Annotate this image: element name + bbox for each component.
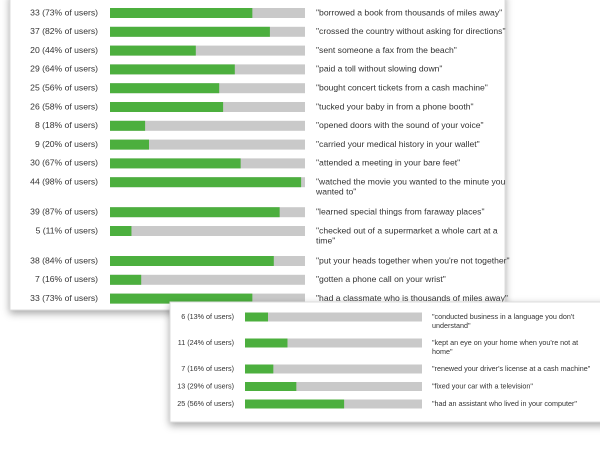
result-row: 33 (73% of users) "had a classmate who is…: [30, 293, 508, 304]
result-row: 5 (11% of users) "checked out of a superm…: [36, 225, 498, 245]
count-label: 9 (20% of users): [35, 139, 98, 149]
count-label: 39 (87% of users): [30, 206, 98, 216]
count-label: 44 (98% of users): [30, 176, 98, 186]
quote: "kept an eye on your home when you're no…: [432, 338, 578, 347]
quote: "conducted business in a language you do…: [432, 312, 574, 321]
quote: time": [316, 235, 335, 245]
count-label: 11 (24% of users): [178, 338, 234, 347]
bar: [110, 256, 274, 266]
count-label: 30 (67% of users): [30, 158, 98, 168]
quote: "renewed your driver's license at a cash…: [432, 364, 591, 373]
count-label: 38 (84% of users): [30, 255, 98, 265]
count-label: 29 (64% of users): [30, 64, 98, 74]
result-row: 7 (16% of users) "renewed your driver's l…: [181, 364, 591, 374]
bar: [245, 312, 269, 322]
quote: wanted to": [315, 186, 356, 196]
quote: understand": [432, 321, 471, 330]
results-panel: 33 (73% of users) "borrowed a book from t…: [9, 0, 510, 311]
bar: [110, 226, 132, 236]
quote: "watched the movie you wanted to the min…: [316, 176, 506, 186]
bar: [110, 274, 142, 285]
quote: "crossed the country without asking for …: [316, 26, 506, 36]
bar-track: [245, 312, 422, 322]
bar: [110, 120, 146, 131]
bar: [245, 382, 297, 391]
bar: [245, 399, 345, 409]
quote: "checked out of a supermarket a whole ca…: [316, 225, 498, 235]
quote: "put your heads together when you're not…: [316, 255, 510, 265]
result-row: 33 (73% of users) "borrowed a book from t…: [30, 7, 502, 18]
results-panel: 6 (13% of users) "conducted business in a…: [169, 301, 600, 423]
result-row: 13 (29% of users) "fixed your car with a …: [177, 381, 533, 391]
quote: "opened doors with the sound of your voi…: [316, 120, 484, 130]
bar-track: [110, 139, 305, 150]
result-row: 38 (84% of users) "put your heads togethe…: [30, 255, 510, 266]
quote: "tucked your baby in from a phone booth": [316, 101, 474, 111]
bar: [110, 102, 224, 112]
quote: "sent someone a fax from the beach": [316, 45, 457, 55]
quote: "bought concert tickets from a cash mach…: [316, 82, 488, 92]
quote: "borrowed a book from thousands of miles…: [316, 7, 502, 17]
count-label: 33 (73% of users): [30, 293, 98, 303]
quote: "attended a meeting in your bare feet": [316, 158, 460, 168]
quote: "learned special things from faraway pla…: [316, 206, 485, 216]
bar: [110, 64, 235, 75]
bar-track: [110, 274, 305, 285]
bar-track: [110, 45, 305, 56]
bar-track: [110, 120, 305, 131]
count-label: 7 (16% of users): [181, 364, 234, 373]
bar-track: [245, 364, 422, 374]
quote: home": [432, 347, 453, 356]
count-label: 33 (73% of users): [30, 7, 98, 17]
count-label: 37 (82% of users): [30, 26, 98, 36]
bar-track: [245, 382, 422, 391]
count-label: 8 (18% of users): [35, 120, 98, 130]
count-label: 25 (56% of users): [30, 82, 98, 92]
result-row: 30 (67% of users) "attended a meeting in …: [30, 158, 460, 169]
count-label: 26 (58% of users): [30, 101, 98, 111]
result-row: 26 (58% of users) "tucked your baby in fr…: [30, 101, 474, 112]
quote: "gotten a phone call on your wrist": [316, 274, 446, 284]
quote: "paid a toll without slowing down": [316, 64, 443, 74]
count-label: 5 (11% of users): [36, 225, 99, 235]
result-row: 44 (98% of users) "watched the movie you …: [30, 176, 505, 196]
count-label: 13 (29% of users): [177, 381, 234, 390]
quote: "had a classmate who is thousands of mil…: [316, 293, 508, 303]
bar: [110, 177, 302, 188]
quote: "fixed your car with a television": [432, 381, 533, 390]
result-row: 25 (56% of users) "had an assistant who l…: [177, 399, 577, 409]
result-row: 25 (56% of users) "bought concert tickets…: [30, 82, 488, 94]
result-row: 11 (24% of users) "kept an eye on your ho…: [178, 338, 578, 356]
count-label: 25 (56% of users): [177, 399, 234, 408]
bar: [110, 26, 270, 37]
result-row: 8 (18% of users) "opened doors with the s…: [35, 120, 484, 131]
result-row: 37 (82% of users) "crossed the country wi…: [30, 26, 506, 37]
count-label: 7 (16% of users): [35, 274, 98, 284]
bar-track: [245, 338, 422, 348]
bar: [245, 338, 288, 348]
result-row: 20 (44% of users) "sent someone a fax fro…: [30, 45, 457, 56]
count-label: 6 (13% of users): [181, 312, 234, 321]
bar: [245, 364, 274, 374]
bar-track: [110, 226, 305, 236]
bar: [110, 139, 149, 150]
bar: [110, 8, 253, 18]
result-row: 7 (16% of users) "gotten a phone call on …: [35, 274, 446, 285]
result-row: 29 (64% of users) "paid a toll without sl…: [30, 64, 443, 75]
count-label: 20 (44% of users): [30, 45, 98, 55]
bar: [110, 293, 253, 304]
bar: [110, 45, 196, 56]
quote: "carried your medical history in your wa…: [316, 139, 480, 149]
result-row: 39 (87% of users) "learned special things…: [30, 206, 485, 218]
result-row: 9 (20% of users) "carried your medical hi…: [35, 139, 480, 150]
bar: [110, 207, 280, 218]
quote: "had an assistant who lived in your comp…: [432, 399, 577, 408]
result-row: 6 (13% of users) "conducted business in a…: [181, 312, 574, 330]
bar: [110, 83, 220, 94]
bar: [110, 158, 241, 169]
